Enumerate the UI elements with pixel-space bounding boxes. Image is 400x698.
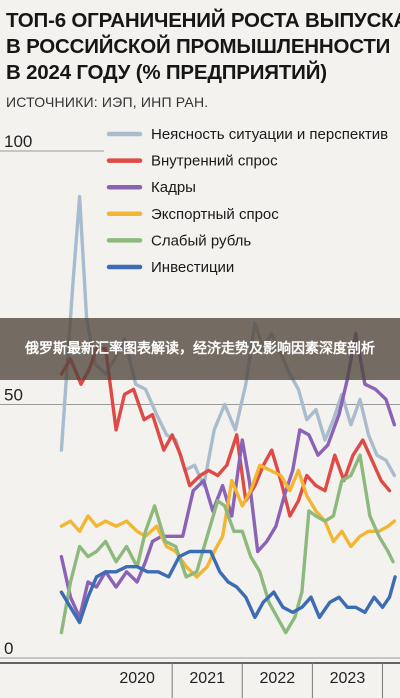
legend-label-1: Неясность ситуации и перспектив [151, 126, 388, 143]
legend-label-4: Экспортный спрос [151, 206, 279, 223]
overlay-banner-text: 俄罗斯最新汇率图表解读，经济走势及影响因素深度剖析 [25, 341, 375, 357]
x-tick-label-2021: 2021 [189, 670, 225, 687]
series-line-5 [59, 453, 395, 635]
series-line-2 [59, 347, 392, 518]
legend-background [104, 120, 400, 282]
series-line-3 [59, 331, 397, 620]
series-line-6 [59, 549, 397, 625]
y-tick-label-0: 0 [4, 639, 13, 658]
x-tick-label-2020: 2020 [119, 670, 155, 687]
y-tick-label-50: 50 [4, 386, 23, 405]
chart-title-line-2: В РОССИЙСКОЙ ПРОМЫШЛЕННОСТИ [6, 35, 391, 58]
chart-title: ТОП-6 ОГРАНИЧЕНИЙ РОСТА ВЫПУСКА В РОССИЙ… [6, 8, 400, 86]
legend-label-2: Внутренний спрос [151, 153, 278, 170]
x-tick-label-2022: 2022 [260, 670, 296, 687]
chart-title-line-1: ТОП-6 ОГРАНИЧЕНИЙ РОСТА ВЫПУСКА [6, 9, 400, 32]
legend-label-3: Кадры [151, 179, 196, 196]
y-tick-label-100: 100 [4, 132, 32, 151]
x-tick-label-2023: 2023 [330, 670, 366, 687]
overlay-banner: 俄罗斯最新汇率图表解读，经济走势及影响因素深度剖析 [0, 318, 400, 380]
legend-label-5: Слабый рубль [151, 232, 251, 249]
series-line-4 [59, 463, 397, 579]
chart-title-line-3: В 2024 ГОДУ (% ПРЕДПРИЯТИЙ) [6, 61, 327, 84]
legend-label-6: Инвестиции [151, 259, 234, 276]
chart-subtitle: ИСТОЧНИКИ: ИЭП, ИНП РАН. [6, 94, 209, 110]
